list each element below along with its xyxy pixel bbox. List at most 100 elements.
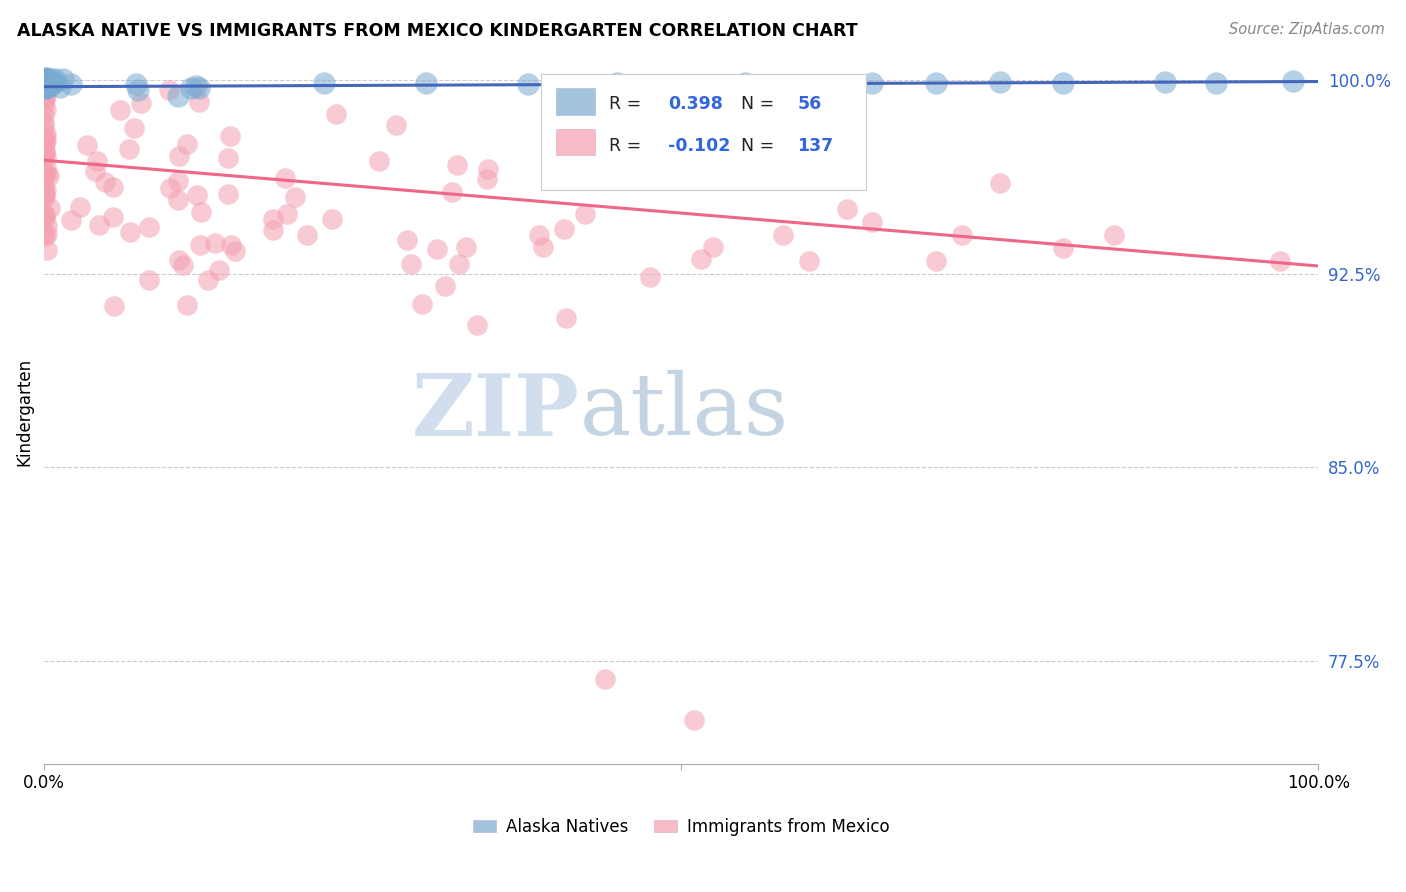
Point bbox=[34, 71, 56, 86]
Point bbox=[219, 237, 242, 252]
Point bbox=[224, 244, 246, 258]
Point bbox=[1154, 75, 1177, 89]
Point bbox=[34, 80, 56, 95]
FancyBboxPatch shape bbox=[541, 74, 866, 190]
Point bbox=[32, 74, 55, 88]
Point bbox=[37, 167, 59, 181]
Point bbox=[159, 181, 181, 195]
Point bbox=[531, 240, 554, 254]
Point bbox=[34, 211, 56, 225]
Point bbox=[32, 74, 55, 88]
Point bbox=[262, 212, 284, 227]
Point bbox=[477, 162, 499, 177]
Point bbox=[325, 106, 347, 120]
Point bbox=[860, 215, 883, 229]
Point bbox=[517, 77, 540, 91]
Point bbox=[34, 76, 56, 90]
Point bbox=[159, 83, 181, 97]
Point bbox=[37, 227, 59, 241]
Text: atlas: atlas bbox=[579, 370, 789, 453]
Point bbox=[415, 76, 437, 90]
Point bbox=[38, 169, 60, 184]
Point bbox=[32, 78, 55, 93]
Point bbox=[217, 151, 239, 165]
Point bbox=[35, 74, 58, 88]
Point bbox=[34, 70, 56, 85]
Text: ALASKA NATIVE VS IMMIGRANTS FROM MEXICO KINDERGARTEN CORRELATION CHART: ALASKA NATIVE VS IMMIGRANTS FROM MEXICO … bbox=[17, 22, 858, 40]
Point bbox=[127, 83, 149, 97]
Point bbox=[39, 71, 62, 86]
Point bbox=[49, 79, 72, 94]
Point bbox=[37, 79, 59, 94]
Text: ZIP: ZIP bbox=[412, 370, 579, 454]
Point bbox=[42, 76, 65, 90]
Point bbox=[1104, 227, 1126, 242]
Point bbox=[108, 103, 131, 117]
Point bbox=[32, 70, 55, 85]
Point bbox=[34, 79, 56, 94]
Point bbox=[34, 92, 56, 106]
Point bbox=[35, 79, 58, 94]
Point bbox=[176, 298, 198, 312]
Point bbox=[125, 77, 148, 91]
Point bbox=[34, 78, 56, 92]
Text: -0.102: -0.102 bbox=[668, 137, 731, 155]
Point bbox=[321, 212, 343, 227]
Point bbox=[284, 190, 307, 204]
Point bbox=[186, 187, 208, 202]
Point bbox=[138, 219, 160, 234]
Point bbox=[118, 142, 141, 156]
Point bbox=[38, 74, 60, 88]
Point bbox=[35, 73, 58, 87]
Point bbox=[34, 145, 56, 159]
Point bbox=[35, 183, 58, 197]
Text: 137: 137 bbox=[797, 137, 834, 155]
Point bbox=[197, 272, 219, 286]
Point bbox=[101, 210, 124, 224]
Point bbox=[204, 236, 226, 251]
Point bbox=[218, 128, 240, 143]
Point bbox=[411, 297, 433, 311]
Point bbox=[32, 208, 55, 222]
Point bbox=[1281, 73, 1303, 87]
Point bbox=[35, 81, 58, 95]
Point bbox=[37, 78, 59, 93]
Point bbox=[34, 190, 56, 204]
Point bbox=[32, 116, 55, 130]
Text: R =: R = bbox=[609, 137, 647, 155]
Point bbox=[34, 71, 56, 86]
Point bbox=[103, 299, 125, 313]
Point bbox=[44, 71, 66, 86]
Point bbox=[187, 81, 209, 95]
Point bbox=[34, 72, 56, 87]
Point bbox=[274, 170, 297, 185]
Point bbox=[34, 91, 56, 105]
Point bbox=[35, 133, 58, 147]
Point bbox=[190, 204, 212, 219]
Point bbox=[169, 149, 191, 163]
Point bbox=[37, 78, 59, 93]
Point bbox=[34, 189, 56, 203]
FancyBboxPatch shape bbox=[557, 128, 595, 155]
Point bbox=[32, 81, 55, 95]
Point bbox=[34, 70, 56, 85]
Point bbox=[797, 253, 820, 268]
Point bbox=[129, 96, 152, 111]
Point bbox=[399, 257, 422, 271]
Point bbox=[950, 227, 973, 242]
Point bbox=[441, 185, 464, 199]
Point bbox=[87, 219, 110, 233]
Point bbox=[434, 278, 457, 293]
Point bbox=[527, 228, 550, 243]
Point bbox=[35, 161, 58, 175]
Point bbox=[34, 120, 56, 134]
Point bbox=[188, 237, 211, 252]
Point bbox=[37, 82, 59, 96]
Point bbox=[702, 239, 724, 253]
Point bbox=[34, 208, 56, 222]
Point bbox=[276, 207, 298, 221]
Point bbox=[118, 225, 141, 239]
Point bbox=[34, 136, 56, 150]
Point bbox=[690, 252, 713, 266]
Legend: Alaska Natives, Immigrants from Mexico: Alaska Natives, Immigrants from Mexico bbox=[467, 811, 896, 842]
